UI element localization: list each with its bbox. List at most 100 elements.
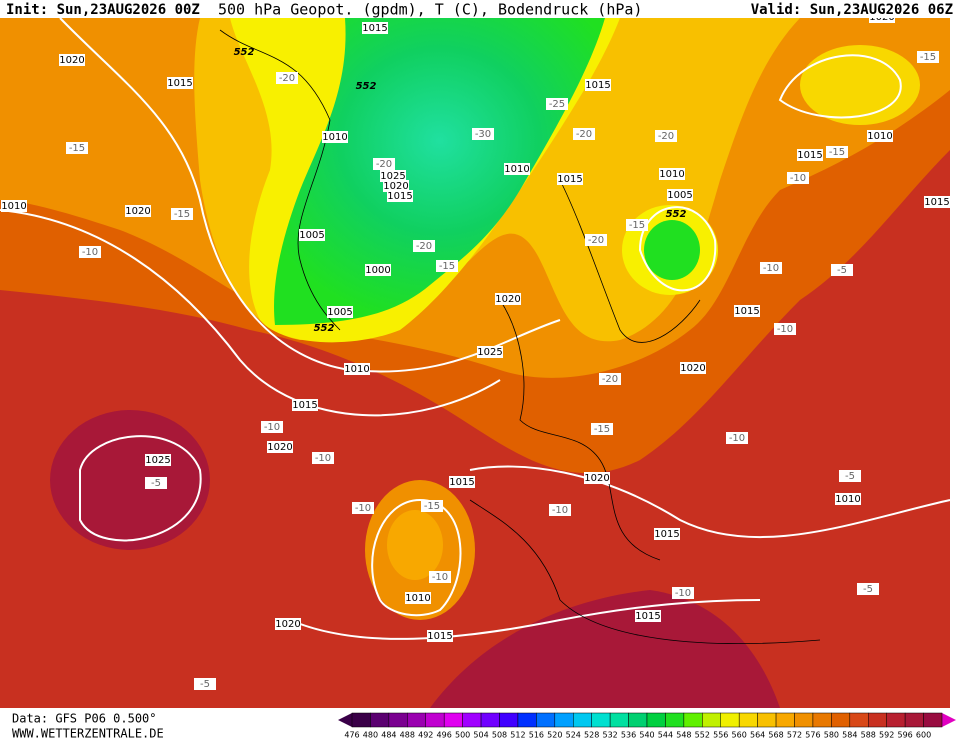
- isobar-label-box: [327, 306, 353, 318]
- temperature-label: -10: [552, 505, 568, 516]
- temperature-label-box: [546, 98, 568, 110]
- temperature-label: -20: [602, 374, 618, 385]
- colorbar-tick-label: 492: [418, 731, 433, 740]
- isobar-label-box: [292, 399, 318, 411]
- isobar-label: 1005: [299, 230, 324, 241]
- colorbar-swatch: [554, 712, 574, 728]
- isobar-label: 1015: [427, 631, 452, 642]
- colorbar-swatch: [831, 712, 851, 728]
- isobar-label: 1015: [734, 306, 759, 317]
- colorbar-tick-label: 600: [916, 731, 931, 740]
- colorbar-tick-label: 528: [584, 731, 599, 740]
- isobar-label-box: [504, 163, 530, 175]
- temperature-label-box: [429, 571, 451, 583]
- colorbar-swatch: [812, 712, 832, 728]
- temperature-label-box: [312, 452, 334, 464]
- temperature-label: -10: [432, 572, 448, 583]
- map-title: 500 hPa Geopot. (gpdm), T (C), Bodendruc…: [218, 1, 642, 19]
- isobar-label-box: [654, 528, 680, 540]
- temperature-label-box: [436, 260, 458, 272]
- isobar-label: 1015: [924, 197, 949, 208]
- temperature-label: -10: [675, 588, 691, 599]
- temperature-label-box: [171, 208, 193, 220]
- isobar-label: 1015: [797, 150, 822, 161]
- colorbar-swatch: [628, 712, 648, 728]
- temperature-label-box: [774, 323, 796, 335]
- isobar-label: 1020: [495, 294, 520, 305]
- isobar-label: 1010: [405, 593, 430, 604]
- temperature-label-box: [839, 470, 861, 482]
- temperature-label-box: [760, 262, 782, 274]
- colorbar: 476 480 484 488 492 496 500 504 508 512 516 520 524 5…: [338, 712, 956, 740]
- isobar-lines: [0, 17, 951, 640]
- isobar-label-box: [322, 131, 348, 143]
- colorbar-swatch: [370, 712, 390, 728]
- isobar-label: 1010: [867, 131, 892, 142]
- colorbar-swatch: [388, 712, 408, 728]
- temperature-label: -20: [658, 131, 674, 142]
- temperature-label: -10: [729, 433, 745, 444]
- colorbar-swatch: [849, 712, 869, 728]
- temperature-label-box: [66, 142, 88, 154]
- isobar-label-box: [387, 190, 413, 202]
- colorbar-swatch: [904, 712, 924, 728]
- colorbar-tick-label: 556: [713, 731, 728, 740]
- colorbar-tick-label: 584: [842, 731, 857, 740]
- temperature-label-box: [655, 130, 677, 142]
- isobar-label: 1025: [380, 171, 405, 182]
- isobar-label-box: [344, 363, 370, 375]
- colorbar-tick-label: 548: [676, 731, 691, 740]
- isobar-label: 1020: [275, 619, 300, 630]
- temperature-label-box: [626, 219, 648, 231]
- isobar-label-box: [449, 476, 475, 488]
- colorbar-swatch: [480, 712, 500, 728]
- temperature-label-box: [585, 234, 607, 246]
- temperature-label: -20: [279, 73, 295, 84]
- isobar-label-box: [145, 454, 171, 466]
- site: WWW.WETTERZENTRALE.DE: [12, 727, 164, 741]
- isobar-label-box: [680, 362, 706, 374]
- colorbar-tick-label: 500: [455, 731, 470, 740]
- isobar-label-box: [1, 200, 27, 212]
- temperature-label-box: [726, 432, 748, 444]
- colorbar-swatch: [923, 712, 943, 728]
- colorbar-tick-label: 512: [510, 731, 525, 740]
- temperature-label: -20: [576, 129, 592, 140]
- temperature-label-box: [194, 678, 216, 690]
- colorbar-tick-label: 488: [400, 731, 415, 740]
- colorbar-swatch: [757, 712, 777, 728]
- isobar-label: 1025: [145, 455, 170, 466]
- colorbar-swatch: [738, 712, 758, 728]
- colorbar-tick-label: 540: [639, 731, 654, 740]
- temperature-label: -10: [777, 324, 793, 335]
- colorbar-swatch: [462, 712, 482, 728]
- isobar-label: 1015: [654, 529, 679, 540]
- isobar-label-box: [59, 54, 85, 66]
- isobar-label: 1015: [167, 78, 192, 89]
- temperature-label-box: [831, 264, 853, 276]
- temperature-label: -15: [594, 424, 610, 435]
- isobar-label-box: [659, 168, 685, 180]
- isobar-label: 1020: [383, 181, 408, 192]
- data-source: Data: GFS P06 0.500°: [12, 712, 157, 726]
- colorbar-swatch: [702, 712, 721, 728]
- temperature-label: -15: [629, 220, 645, 231]
- isobar-label-box: [405, 592, 431, 604]
- temperature-label: -10: [355, 503, 371, 514]
- geopotential-label: 552: [356, 81, 377, 92]
- isobar-label: 1015: [362, 23, 387, 34]
- isobar-label: 1010: [1, 201, 26, 212]
- colorbar-swatch: [591, 712, 611, 728]
- temperature-label: -15: [920, 52, 936, 63]
- temperature-label: -5: [845, 471, 855, 482]
- isobar-label: 1000: [365, 265, 390, 276]
- temperature-label: -10: [315, 453, 331, 464]
- isobar-label: 1010: [504, 164, 529, 175]
- temperature-label-box: [145, 477, 167, 489]
- colorbar-swatch: [443, 712, 463, 728]
- isobar-label-box: [365, 264, 391, 276]
- isobar-label-box: [557, 173, 583, 185]
- temperature-label: -15: [829, 147, 845, 158]
- colorbar-tick-label: 496: [437, 731, 452, 740]
